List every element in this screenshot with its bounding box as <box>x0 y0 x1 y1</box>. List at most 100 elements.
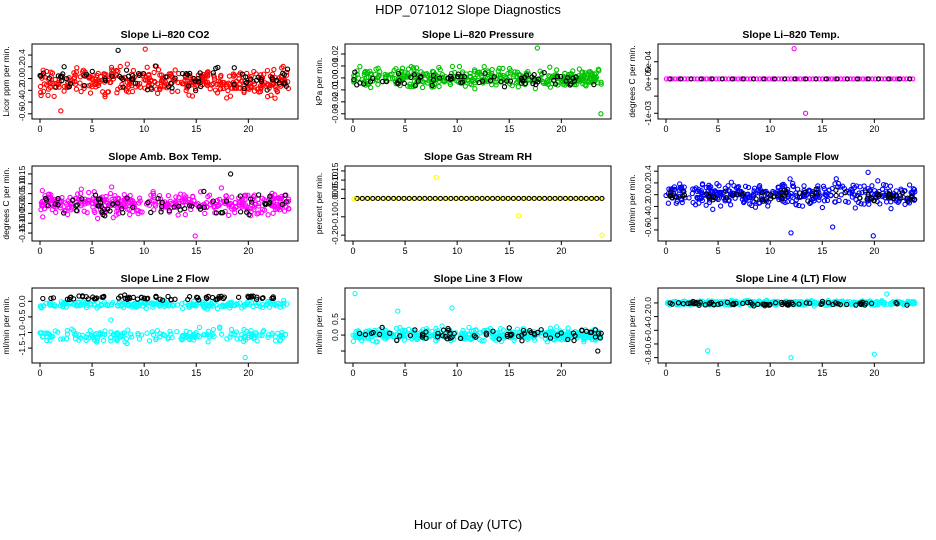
data-point <box>369 337 376 344</box>
data-point <box>832 199 838 205</box>
x-tick-label: 15 <box>504 246 514 256</box>
data-point <box>448 195 454 202</box>
x-tick-label: 15 <box>504 124 514 134</box>
data-point <box>724 299 731 305</box>
data-point <box>751 303 757 309</box>
data-point <box>284 301 290 307</box>
data-point <box>781 300 787 306</box>
data-point <box>422 76 428 82</box>
plot-frame <box>657 165 925 242</box>
data-point <box>558 330 564 336</box>
data-point <box>553 324 560 330</box>
data-point <box>425 80 431 86</box>
data-point <box>159 78 165 84</box>
data-point <box>429 82 435 89</box>
data-point <box>910 301 917 307</box>
data-point <box>109 184 115 190</box>
data-points <box>664 291 918 361</box>
data-point <box>547 64 553 70</box>
data-point <box>102 91 108 97</box>
panel-title: Slope Line 4 (LT) Flow <box>736 273 847 285</box>
data-point <box>214 203 220 210</box>
data-point <box>277 301 284 307</box>
y-tick-label: -0.5 <box>17 309 27 324</box>
data-point <box>119 81 125 88</box>
data-point <box>173 194 179 200</box>
data-point <box>185 296 191 303</box>
data-point <box>740 76 746 82</box>
data-point <box>59 78 65 84</box>
data-point <box>894 76 900 82</box>
data-point <box>55 329 61 335</box>
data-point <box>449 305 455 311</box>
data-point <box>857 195 863 201</box>
data-point <box>37 83 44 90</box>
data-point <box>95 215 101 222</box>
data-point <box>430 77 437 83</box>
data-point <box>440 74 446 80</box>
data-point <box>875 178 881 184</box>
data-point <box>80 67 87 73</box>
data-point <box>268 92 274 98</box>
data-point <box>200 301 207 307</box>
data-point <box>735 184 741 190</box>
data-point <box>513 80 520 86</box>
data-point <box>245 192 251 198</box>
panel-8: Slope Line 3 Flow ml/min per min. 0 5 10 15 20… <box>314 273 612 378</box>
data-point <box>57 336 64 342</box>
data-point <box>97 196 103 202</box>
data-point <box>101 206 108 213</box>
data-point <box>571 78 577 84</box>
data-point <box>129 334 135 340</box>
data-point <box>120 330 126 336</box>
data-point <box>64 296 71 302</box>
data-point <box>596 68 602 74</box>
data-point <box>259 304 266 311</box>
data-point <box>419 84 426 91</box>
data-point <box>570 68 576 74</box>
data-point <box>779 195 785 201</box>
data-point <box>56 84 62 90</box>
y-axis-label: degrees C per min. <box>1 167 11 239</box>
data-point <box>764 190 770 197</box>
data-point <box>877 201 883 207</box>
data-point <box>865 76 871 82</box>
data-point <box>38 92 44 99</box>
data-point <box>871 198 877 204</box>
data-point <box>362 332 369 338</box>
data-point <box>356 330 363 337</box>
data-point <box>558 337 565 343</box>
data-point <box>66 84 72 90</box>
data-point <box>38 89 44 95</box>
data-point <box>152 201 158 207</box>
data-point <box>77 80 83 86</box>
data-point <box>472 68 478 75</box>
data-point <box>704 191 710 197</box>
data-point <box>576 66 583 72</box>
x-tick-label: 20 <box>869 368 879 378</box>
data-point <box>114 200 121 206</box>
data-point <box>504 333 511 339</box>
data-point <box>596 330 602 336</box>
x-tick-label: 10 <box>139 246 149 256</box>
data-point <box>55 202 61 208</box>
data-point <box>231 65 237 71</box>
data-point <box>565 336 571 343</box>
y-tick-label: -0.2 <box>17 83 27 98</box>
data-point <box>764 301 770 308</box>
data-point <box>163 74 169 80</box>
data-point <box>832 181 838 187</box>
data-point <box>542 195 548 202</box>
x-tick-label: 15 <box>817 368 827 378</box>
data-point <box>871 351 877 357</box>
x-tick-label: 5 <box>716 246 721 256</box>
plot-frame <box>31 43 299 120</box>
data-point <box>870 233 876 239</box>
data-point <box>472 86 478 92</box>
data-point <box>482 70 488 76</box>
data-point <box>148 209 154 216</box>
data-point <box>232 302 238 309</box>
data-point <box>860 76 866 82</box>
data-point <box>107 335 114 341</box>
y-tick-label: 5e-04 <box>643 51 653 73</box>
